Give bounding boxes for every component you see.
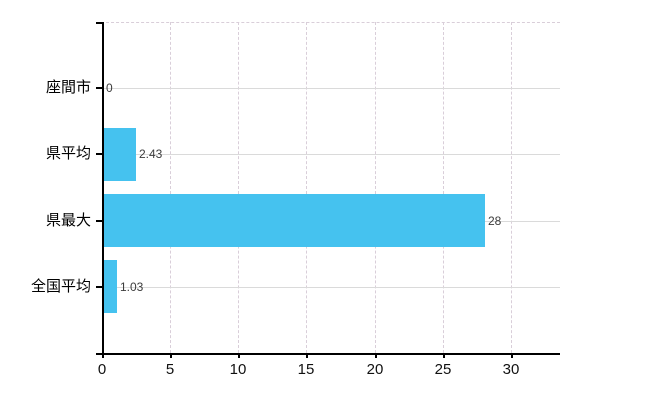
x-tick-label: 25 — [434, 361, 452, 378]
plot-top-gridline — [96, 22, 560, 23]
x-tick-mark — [170, 353, 172, 358]
v-gridline — [238, 22, 239, 353]
y-tick-mark — [96, 22, 102, 24]
category-label: 県最大 — [45, 212, 91, 229]
h-gridline — [102, 154, 560, 155]
bar — [103, 260, 117, 313]
x-tick-mark — [443, 353, 445, 358]
category-label: 県平均 — [45, 145, 91, 162]
value-label: 2.43 — [139, 147, 163, 161]
value-label: 0 — [106, 81, 113, 95]
x-tick-mark — [511, 353, 513, 358]
value-label: 28 — [488, 214, 502, 228]
x-tick-label: 0 — [97, 361, 107, 378]
v-gridline — [511, 22, 512, 353]
x-tick-label: 15 — [297, 361, 315, 378]
x-tick-mark — [102, 353, 104, 358]
bar — [103, 128, 136, 181]
v-gridline — [306, 22, 307, 353]
v-gridline — [375, 22, 376, 353]
h-gridline — [102, 88, 560, 89]
category-label: 全国平均 — [30, 278, 91, 295]
v-gridline — [170, 22, 171, 353]
v-gridline — [443, 22, 444, 353]
y-tick-mark — [96, 87, 102, 89]
y-tick-mark — [96, 220, 102, 222]
category-label: 座間市 — [45, 79, 91, 96]
x-tick-label: 5 — [165, 361, 175, 378]
value-label: 1.03 — [120, 280, 144, 294]
x-tick-label: 30 — [502, 361, 520, 378]
x-tick-mark — [306, 353, 308, 358]
x-tick-label: 20 — [366, 361, 384, 378]
y-axis — [102, 22, 104, 358]
bar — [103, 194, 485, 247]
h-gridline — [102, 287, 560, 288]
y-tick-mark — [96, 286, 102, 288]
x-tick-mark — [238, 353, 240, 358]
x-tick-label: 10 — [229, 361, 247, 378]
x-tick-mark — [375, 353, 377, 358]
y-tick-mark — [96, 153, 102, 155]
x-axis — [96, 353, 560, 355]
